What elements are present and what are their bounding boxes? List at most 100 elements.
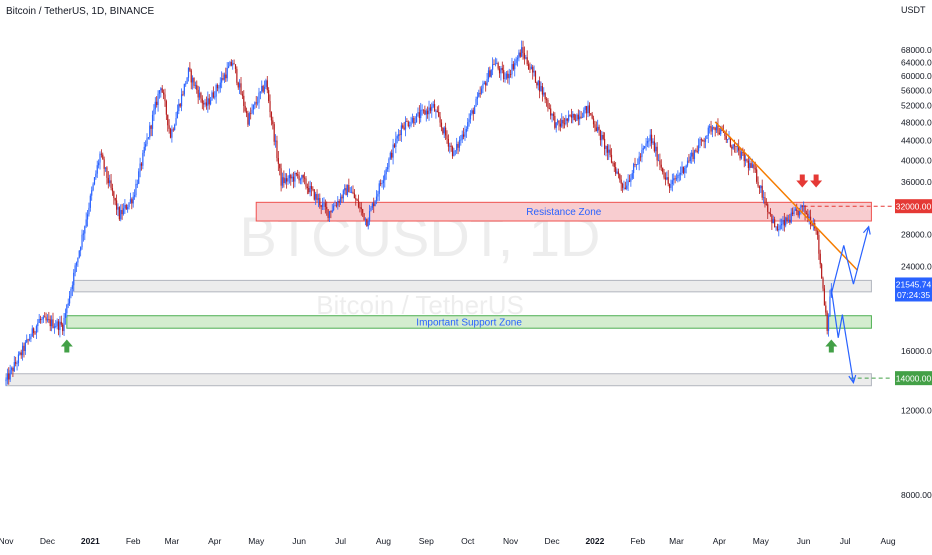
candle-394[interactable] [550, 104, 552, 120]
candle-342[interactable] [478, 89, 480, 98]
candle-508[interactable] [707, 125, 709, 144]
candle-128[interactable] [182, 90, 184, 97]
candle-104[interactable] [149, 122, 151, 140]
candle-477[interactable] [664, 172, 667, 186]
candle-290[interactable] [406, 118, 408, 122]
candle-343[interactable] [479, 86, 481, 98]
candle-355[interactable] [496, 58, 498, 65]
candle-328[interactable] [458, 136, 461, 152]
candle-199[interactable] [280, 163, 282, 192]
candle-295[interactable] [413, 115, 415, 127]
candle-193[interactable] [272, 116, 274, 130]
candle-171[interactable] [241, 91, 243, 100]
candle-240[interactable] [337, 196, 339, 210]
candle-558[interactable] [776, 223, 779, 232]
candle-96[interactable] [138, 168, 140, 185]
candle-543[interactable] [756, 166, 758, 184]
candle-392[interactable] [547, 98, 549, 112]
candle-59[interactable] [86, 210, 89, 227]
candle-200[interactable] [281, 172, 284, 189]
candle-567[interactable] [789, 213, 791, 225]
candle-539[interactable] [750, 160, 752, 168]
candle-594[interactable] [826, 310, 828, 335]
candle-396[interactable] [552, 111, 555, 121]
candle-125[interactable] [178, 99, 180, 115]
candle-447[interactable] [623, 180, 625, 191]
candle-515[interactable] [717, 118, 719, 136]
candle-244[interactable] [342, 189, 344, 203]
candle-353[interactable] [493, 59, 495, 66]
candle-588[interactable] [818, 229, 820, 260]
candle-185[interactable] [261, 80, 263, 94]
candle-231[interactable] [324, 199, 326, 214]
candle-264[interactable] [370, 205, 372, 212]
candle-450[interactable] [627, 174, 629, 191]
candle-226[interactable] [317, 193, 320, 208]
candle-28[interactable] [44, 312, 46, 318]
candle-389[interactable] [543, 87, 545, 97]
candle-375[interactable] [523, 46, 526, 65]
candle-237[interactable] [333, 202, 335, 212]
candle-136[interactable] [193, 77, 195, 89]
candle-331[interactable] [462, 127, 465, 140]
candle-39[interactable] [59, 316, 61, 338]
candle-140[interactable] [198, 86, 201, 101]
candle-118[interactable] [168, 119, 170, 134]
candle-241[interactable] [338, 199, 340, 208]
candle-181[interactable] [255, 96, 257, 108]
candle-82[interactable] [118, 206, 120, 221]
candle-285[interactable] [399, 130, 401, 142]
candle-429[interactable] [598, 124, 600, 136]
candle-391[interactable] [545, 97, 548, 107]
candle-114[interactable] [162, 89, 165, 100]
candle-267[interactable] [374, 200, 376, 207]
candle-75[interactable] [109, 174, 111, 187]
candle-388[interactable] [541, 83, 543, 102]
candle-418[interactable] [583, 107, 585, 118]
candle-416[interactable] [580, 110, 582, 119]
candle-471[interactable] [656, 142, 658, 167]
candle-86[interactable] [124, 199, 126, 214]
candle-382[interactable] [533, 65, 535, 77]
candle-404[interactable] [563, 117, 566, 129]
candle-319[interactable] [446, 130, 448, 144]
candle-443[interactable] [617, 168, 620, 179]
candle-401[interactable] [559, 118, 561, 132]
candle-167[interactable] [236, 66, 238, 86]
candle-304[interactable] [425, 108, 427, 122]
candle-67[interactable] [98, 159, 100, 169]
candle-560[interactable] [779, 218, 781, 231]
candle-239[interactable] [335, 201, 338, 208]
candle-282[interactable] [395, 131, 397, 154]
candle-330[interactable] [461, 130, 463, 144]
candle-354[interactable] [494, 57, 496, 67]
candle-436[interactable] [608, 144, 610, 160]
candle-121[interactable] [172, 127, 174, 132]
candle-274[interactable] [384, 170, 386, 188]
candle-52[interactable] [77, 257, 79, 267]
candle-176[interactable] [248, 111, 250, 126]
candle-499[interactable] [695, 148, 697, 153]
candle-45[interactable] [67, 298, 69, 309]
candle-209[interactable] [294, 171, 296, 188]
candle-315[interactable] [440, 119, 443, 132]
candle-535[interactable] [745, 154, 747, 167]
candle-395[interactable] [551, 113, 553, 123]
candle-324[interactable] [453, 147, 455, 157]
candle-258[interactable] [362, 208, 364, 218]
time-axis[interactable]: Nov Dec 2021 Feb Mar Apr May Jun Jul Aug Sep Oct Nov… [0, 536, 896, 546]
candle-85[interactable] [122, 203, 125, 216]
candle-573[interactable] [797, 210, 799, 218]
zone-2[interactable] [66, 315, 872, 329]
candle-205[interactable] [288, 168, 291, 184]
candle-233[interactable] [327, 209, 329, 222]
candle-452[interactable] [630, 174, 632, 187]
candle-159[interactable] [225, 67, 227, 82]
candle-334[interactable] [467, 118, 469, 132]
candle-83[interactable] [120, 204, 122, 222]
candle-501[interactable] [698, 138, 700, 154]
candle-178[interactable] [251, 103, 253, 115]
candle-458[interactable] [638, 151, 640, 171]
candle-408[interactable] [569, 114, 571, 117]
candle-462[interactable] [644, 145, 646, 150]
